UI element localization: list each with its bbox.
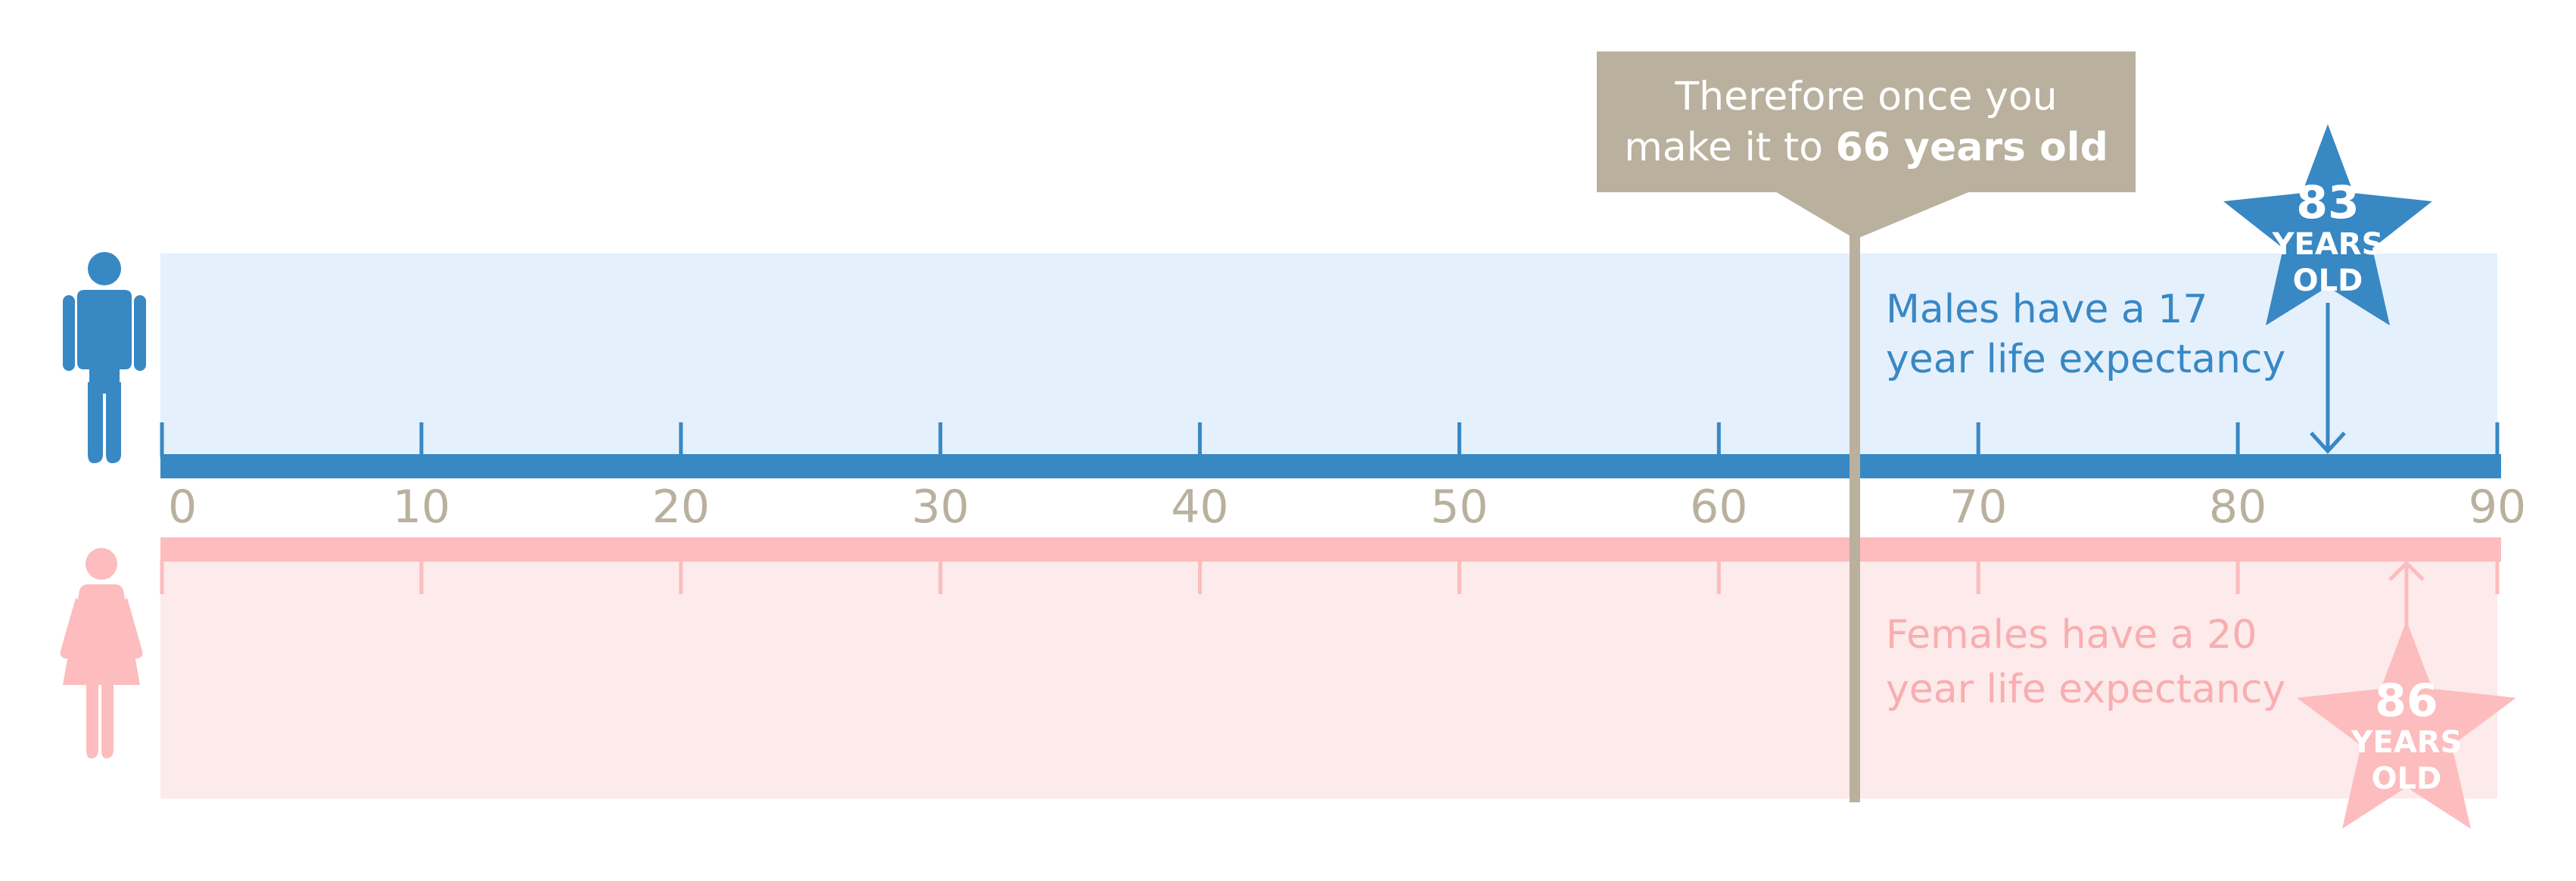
axis-tick-label: 30 (911, 481, 969, 534)
female-star-years: YEARS (2350, 725, 2462, 760)
male-arrow (2310, 303, 2346, 454)
axis-tick-label: 60 (1690, 481, 1747, 534)
callout-line-1: Therefore once you (1674, 74, 2057, 120)
callout-pointer (1774, 191, 1972, 239)
male-star-badge: 83 YEARS OLD (2223, 124, 2432, 325)
axis-tick-label: 40 (1171, 481, 1228, 534)
callout-line-2: make it to 66 years old (1624, 125, 2108, 170)
callout-line-2-prefix: make it to (1624, 125, 1835, 170)
female-axis-bar (160, 537, 2501, 562)
female-expectancy-line-2: year life expectancy (1886, 667, 2285, 712)
age-marker-line (1850, 191, 1860, 802)
male-expectancy-line-2: year life expectancy (1886, 337, 2285, 382)
female-star-badge: 86 YEARS OLD (2297, 621, 2516, 829)
axis-tick-label: 0 (168, 481, 197, 534)
female-person-icon (60, 548, 143, 758)
female-axis-ticks (160, 559, 2500, 594)
male-star-old: OLD (2293, 263, 2363, 298)
male-expectancy-line-1: Males have a 17 (1886, 287, 2207, 332)
male-axis-bar (160, 454, 2501, 478)
female-star-shape (2297, 621, 2516, 829)
male-band (160, 254, 2497, 465)
axis-tick-labels: 0 10 20 30 40 50 60 70 80 90 (168, 481, 2526, 534)
axis-tick-label: 50 (1430, 481, 1488, 534)
axis-tick-label: 90 (2469, 481, 2526, 534)
male-star-shape (2223, 124, 2432, 325)
male-axis-ticks (160, 422, 2500, 457)
female-expectancy-line-1: Females have a 20 (1886, 612, 2257, 658)
axis-tick-label: 20 (652, 481, 710, 534)
callout-line-2-bold: 66 years old (1836, 125, 2108, 170)
male-person-icon (63, 252, 146, 463)
male-star-years: YEARS (2272, 227, 2384, 262)
axis-tick-label: 80 (2209, 481, 2266, 534)
axis-tick-label: 70 (1949, 481, 2007, 534)
female-band (160, 556, 2497, 799)
male-star-number: 83 (2296, 176, 2360, 229)
callout-box-rect (1597, 51, 2136, 192)
callout-box: Therefore once you make it to 66 years o… (1597, 51, 2136, 239)
female-star-number: 86 (2375, 674, 2438, 727)
female-star-old: OLD (2372, 761, 2442, 796)
axis-tick-label: 10 (393, 481, 450, 534)
